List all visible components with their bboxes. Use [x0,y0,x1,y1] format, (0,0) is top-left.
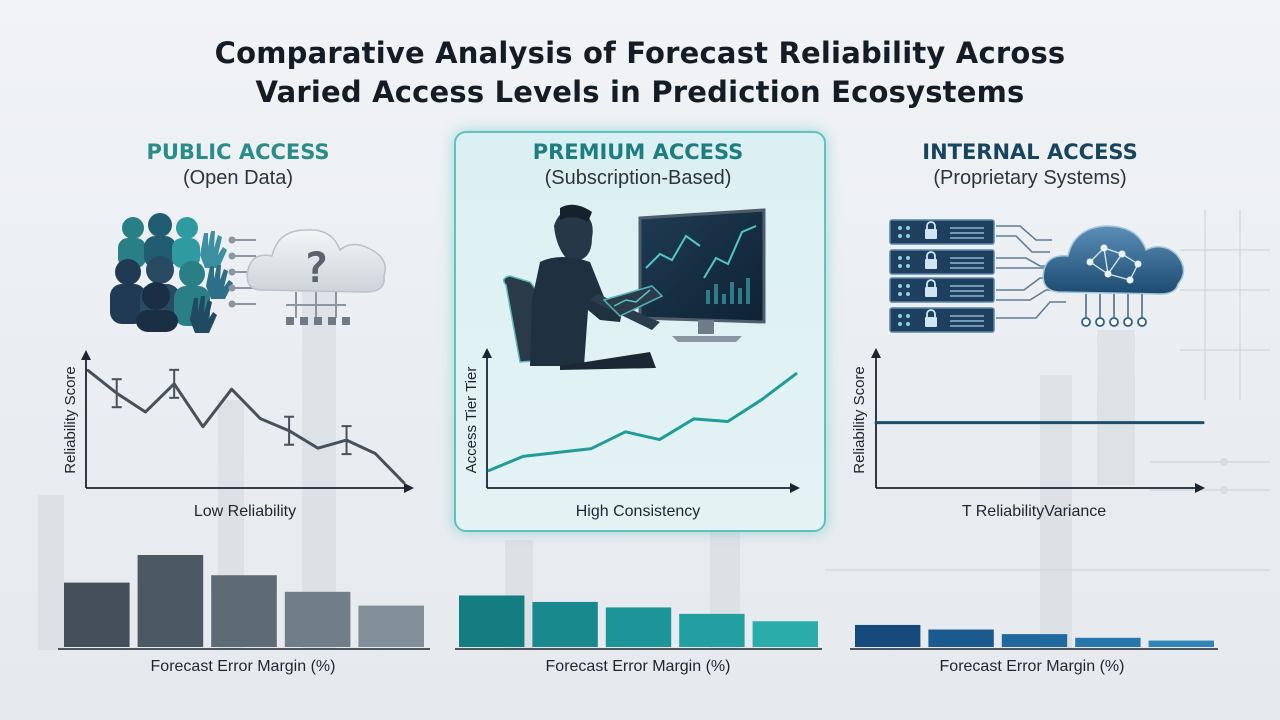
premium-heading: PREMIUM ACCESS [532,140,744,164]
internal-y-axis-label: Reliability Score [851,366,868,474]
premium-error-bars [459,595,818,647]
monitor-icon [638,208,766,342]
crowd-icon [110,213,233,333]
lock-icon [925,259,937,269]
bar [459,595,525,647]
series-line [86,368,406,485]
error-bar [169,368,180,399]
bar [928,629,994,647]
internal-error-bars [855,624,1214,647]
public-reliability-series [86,368,406,485]
internal-line-caption: T ReliabilityVariance [961,503,1107,520]
public-line-caption: Low Reliability [193,503,297,520]
background-column [38,495,64,650]
bar [1075,637,1141,647]
bar [137,555,204,647]
bar [64,582,130,647]
lock-icon [925,229,937,239]
background-column [1040,375,1072,650]
public-subheading: (Open Data) [182,167,294,189]
public-heading: PUBLIC ACCESS [146,140,330,164]
bar [1001,634,1068,647]
bar [358,605,424,647]
public-bar-caption: Forecast Error Margin (%) [150,658,336,675]
bar [605,607,672,647]
premium-line-axes [482,348,800,493]
secure-servers-and-cloud-network-icon [825,210,1270,571]
question-mark-icon: ? [303,243,328,292]
bar [679,613,745,647]
public-y-axis-label: Reliability Score [62,366,79,474]
premium-tier-series [487,372,798,473]
server-unit-icon [889,219,995,245]
bar [284,591,351,647]
bar [752,621,818,647]
premium-line-caption: High Consistency [575,503,701,520]
error-bar [341,425,352,456]
error-bar [111,378,122,409]
internal-bar-caption: Forecast Error Margin (%) [939,658,1125,675]
bar [211,575,277,647]
server-unit-icon [889,307,995,333]
question-cloud-icon: ? [246,229,386,325]
premium-bar-caption: Forecast Error Margin (%) [545,658,731,675]
analyst-at-monitor-icon [503,204,766,370]
series-line [487,372,798,473]
public-error-bars [64,555,424,647]
network-cloud-icon [1042,225,1185,327]
premium-y-axis-label: Access Tier Tier [463,367,480,474]
public-line-axes [81,350,414,493]
lock-icon [925,317,937,327]
title-line-2: Varied Access Levels in Prediction Ecosy… [255,75,1025,109]
internal-heading: INTERNAL ACCESS [922,140,1138,164]
server-unit-icon [889,277,995,303]
error-bar [284,415,295,446]
analyst-figure-icon [530,204,664,370]
bar [855,624,921,647]
server-stack-icon [889,219,995,333]
title-line-1: Comparative Analysis of Forecast Reliabi… [214,36,1066,70]
grid-decoration [825,210,1270,571]
internal-line-axes [871,348,1205,493]
bar [1148,640,1214,647]
internal-subheading: (Proprietary Systems) [933,167,1127,189]
server-unit-icon [889,249,995,275]
bar [532,601,598,647]
premium-subheading: (Subscription-Based) [544,167,732,189]
page-title: Comparative Analysis of Forecast Reliabi… [0,34,1280,112]
crowd-and-cloud-question-icon: ? [110,213,386,333]
background-column [1097,330,1135,485]
lock-icon [925,287,937,297]
